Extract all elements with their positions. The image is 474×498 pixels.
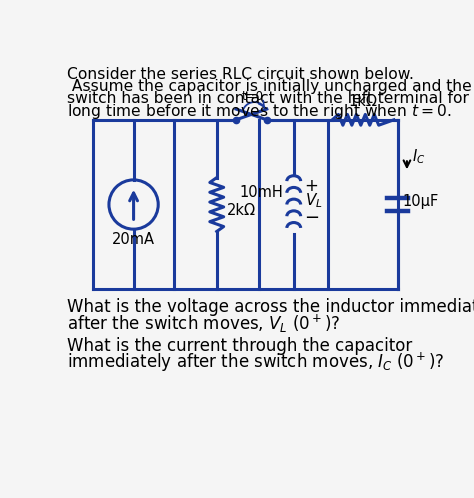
Text: What is the voltage across the inductor immediately: What is the voltage across the inductor …	[66, 298, 474, 316]
Text: 20mA: 20mA	[112, 232, 155, 247]
Text: immediately after the switch moves, $I_C$ $(0^+)$?: immediately after the switch moves, $I_C…	[66, 351, 444, 374]
Text: +: +	[304, 177, 319, 195]
Text: −: −	[304, 209, 319, 228]
Text: 1kΩ: 1kΩ	[348, 94, 377, 109]
Text: $V_L$: $V_L$	[304, 191, 322, 210]
Text: long time before it moves to the right when $t = 0$.: long time before it moves to the right w…	[66, 102, 451, 121]
Text: t=0: t=0	[242, 90, 264, 103]
Text: 10mH: 10mH	[239, 185, 283, 201]
Text: 2kΩ: 2kΩ	[227, 203, 256, 218]
Text: Assume the capacitor is initially uncharged and the: Assume the capacitor is initially unchar…	[66, 79, 471, 94]
Text: after the switch moves, $V_L$ $(0^+)$?: after the switch moves, $V_L$ $(0^+)$?	[66, 312, 340, 335]
Text: What is the current through the capacitor: What is the current through the capacito…	[66, 337, 412, 355]
Text: Consider the series RLC circuit shown below.: Consider the series RLC circuit shown be…	[66, 67, 413, 83]
Text: $I_C$: $I_C$	[411, 147, 425, 166]
Text: 10μF: 10μF	[402, 194, 438, 209]
Text: switch has been in contact with the left terminal for a: switch has been in contact with the left…	[66, 91, 474, 106]
